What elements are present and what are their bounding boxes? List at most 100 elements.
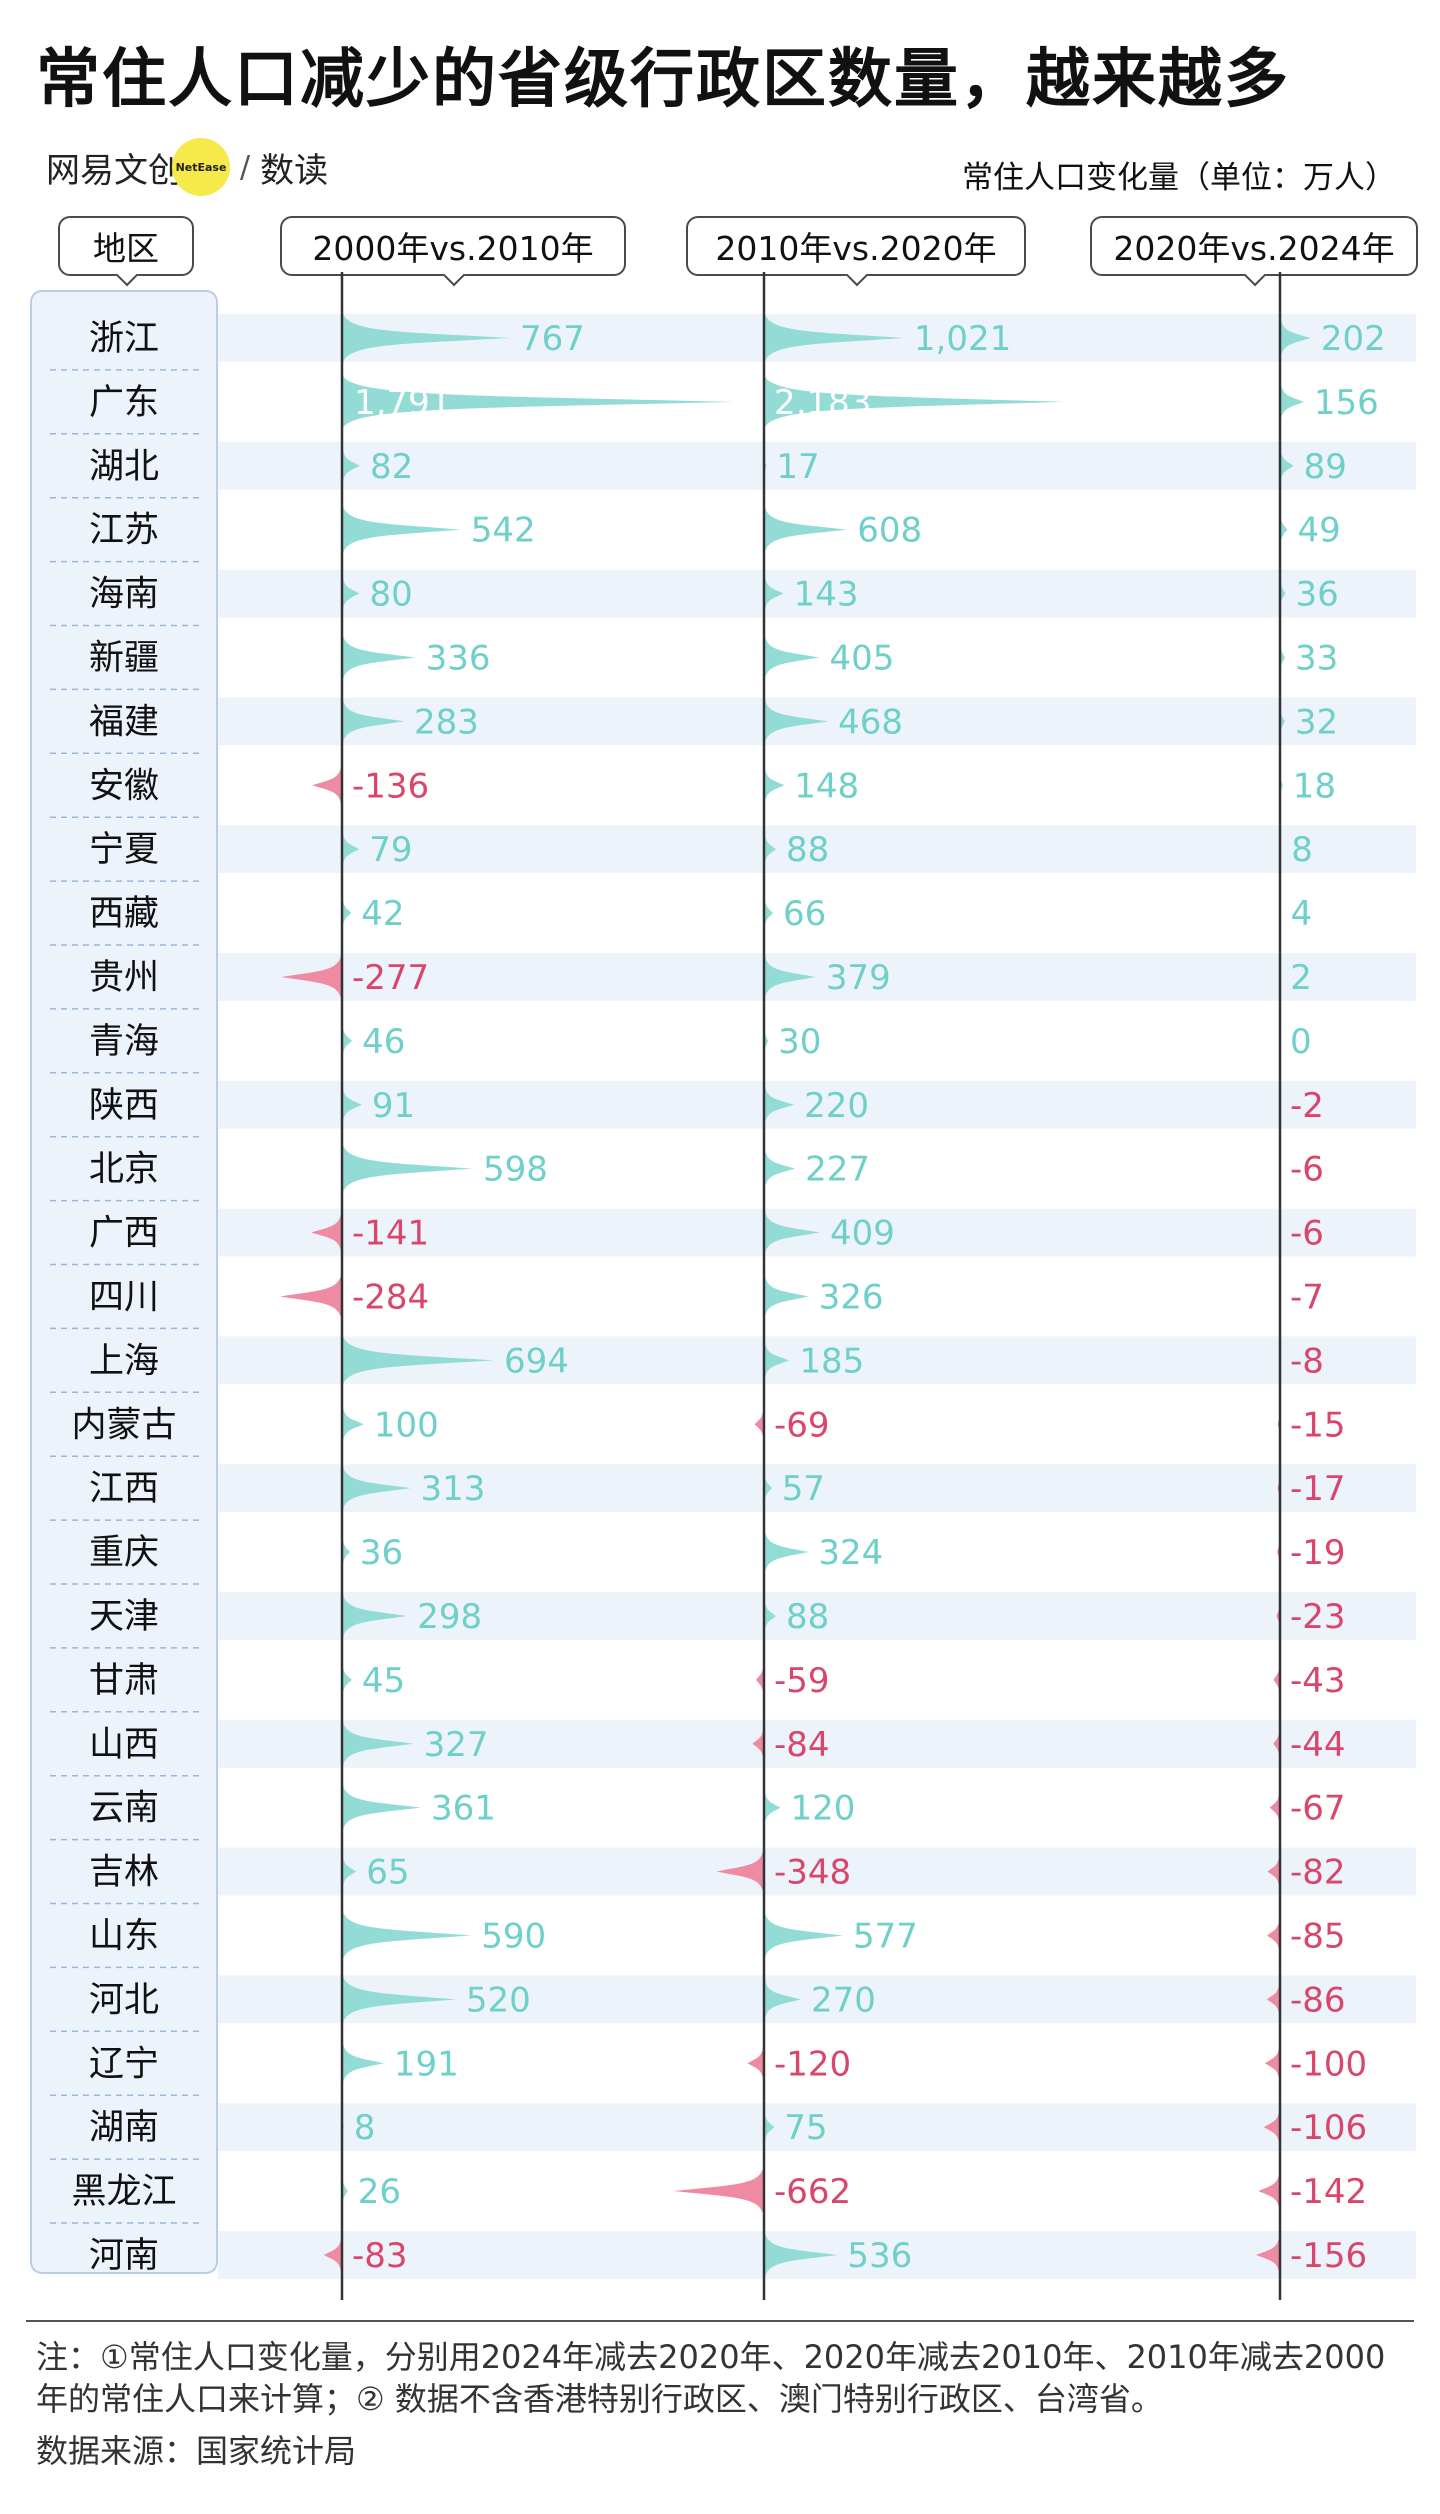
value-label: -19 [1290, 1533, 1346, 1573]
value-label: -44 [1290, 1725, 1346, 1765]
change-spike [342, 499, 461, 560]
change-spike [342, 1585, 408, 1646]
region-label: 广西 [89, 1214, 159, 1254]
change-spike [342, 1074, 362, 1135]
value-label: -17 [1290, 1469, 1346, 1509]
change-spike [342, 1458, 411, 1519]
value-label: 767 [520, 319, 585, 359]
change-spike [764, 371, 1064, 432]
change-spike [1280, 371, 1304, 432]
population-change-chart: 浙江广东湖北江苏海南新疆福建安徽宁夏西藏贵州青海陕西北京广西四川上海内蒙古江西重… [50, 272, 1416, 2300]
value-label: -7 [1290, 1277, 1324, 1317]
change-spike [764, 819, 777, 880]
value-label: 1,021 [914, 319, 1011, 359]
change-spike [342, 563, 360, 624]
change-spike [764, 755, 785, 816]
region-label: 甘肃 [89, 1661, 159, 1701]
change-spike [764, 1330, 790, 1391]
change-spike [752, 1713, 764, 1774]
value-label: 32 [1295, 702, 1338, 742]
change-spike [1280, 691, 1285, 752]
change-spike [764, 1074, 795, 1135]
value-label: 148 [794, 766, 859, 806]
change-spike [764, 1138, 796, 1199]
change-spike [311, 1202, 342, 1263]
change-spike [764, 307, 904, 368]
row-stripe [218, 441, 1416, 490]
period-header-2: 2010年vs.2020年 [686, 216, 1026, 276]
change-spike [342, 1649, 352, 1710]
value-label: 46 [362, 1022, 405, 1062]
value-label: 313 [421, 1469, 486, 1509]
change-spike [1273, 1649, 1280, 1710]
value-label: -106 [1290, 2108, 1367, 2148]
value-label: 2 [1290, 958, 1312, 998]
change-spike [673, 2161, 764, 2222]
change-spike [1280, 499, 1288, 560]
value-label: 298 [417, 1597, 482, 1637]
region-label: 宁夏 [89, 830, 159, 870]
value-label: -59 [774, 1661, 830, 1701]
value-label: 185 [799, 1341, 864, 1381]
row-stripe [218, 1719, 1416, 1768]
value-label: 542 [471, 511, 536, 551]
value-label: 590 [481, 1916, 546, 1956]
change-spike [764, 1969, 801, 2030]
value-label: -23 [1290, 1597, 1346, 1637]
value-label: 88 [786, 1597, 829, 1637]
region-label: 安徽 [89, 766, 159, 806]
value-label: -8 [1290, 1341, 1324, 1381]
change-spike [1258, 2161, 1280, 2222]
change-spike [764, 1585, 777, 1646]
value-label: 336 [426, 638, 491, 678]
value-label: -86 [1290, 1980, 1346, 2020]
value-label: -6 [1290, 1150, 1324, 1190]
value-label: 598 [483, 1150, 548, 1190]
value-label: 361 [431, 1789, 496, 1829]
value-label: 89 [1304, 447, 1347, 487]
region-label: 黑龙江 [71, 2172, 176, 2212]
change-spike [1280, 435, 1294, 496]
change-spike [1280, 755, 1283, 816]
change-spike [764, 1010, 769, 1071]
value-label: -100 [1290, 2044, 1367, 2084]
period-header-1: 2000年vs.2010年 [280, 216, 626, 276]
change-spike [342, 435, 360, 496]
unit-label: 常住人口变化量（单位：万人） [962, 160, 1396, 196]
value-label: 1,791 [354, 383, 451, 423]
zero-axes [340, 272, 1282, 2300]
value-label: 79 [369, 830, 412, 870]
value-label: -85 [1290, 1916, 1346, 1956]
region-labels: 浙江广东湖北江苏海南新疆福建安徽宁夏西藏贵州青海陕西北京广西四川上海内蒙古江西重… [50, 319, 200, 2276]
change-spike [342, 819, 360, 880]
change-spike [1256, 2224, 1280, 2285]
value-label: -662 [774, 2172, 851, 2212]
row-stripe [218, 1464, 1416, 1513]
change-spike [1280, 563, 1286, 624]
region-panel [30, 290, 218, 2274]
change-spike [1266, 1969, 1280, 2030]
change-spike [323, 2224, 342, 2285]
value-label: -15 [1290, 1405, 1346, 1445]
change-spike [342, 691, 404, 752]
change-spike [1277, 1458, 1280, 1519]
value-label: 405 [829, 638, 894, 678]
value-label: -284 [352, 1277, 429, 1317]
change-spike [764, 946, 816, 1007]
value-label: 18 [1293, 766, 1336, 806]
change-spike [279, 1266, 342, 1327]
region-label: 云南 [89, 1789, 159, 1829]
region-label: 江西 [89, 1469, 159, 1509]
value-label: 326 [819, 1277, 884, 1317]
change-spike [764, 1458, 772, 1519]
change-spike [764, 691, 829, 752]
region-label: 海南 [89, 575, 159, 615]
footnote: 注：①常住人口变化量，分别用2024年减去2020年、2020年减去2010年、… [36, 2338, 1386, 2418]
brand-name: 网易文创 [46, 150, 182, 191]
region-label: 陕西 [89, 1086, 159, 1126]
value-label: 26 [358, 2172, 401, 2212]
value-label: -2 [1290, 1086, 1324, 1126]
region-label: 贵州 [89, 958, 159, 998]
row-stripe [218, 2103, 1416, 2152]
change-spike [764, 883, 774, 944]
